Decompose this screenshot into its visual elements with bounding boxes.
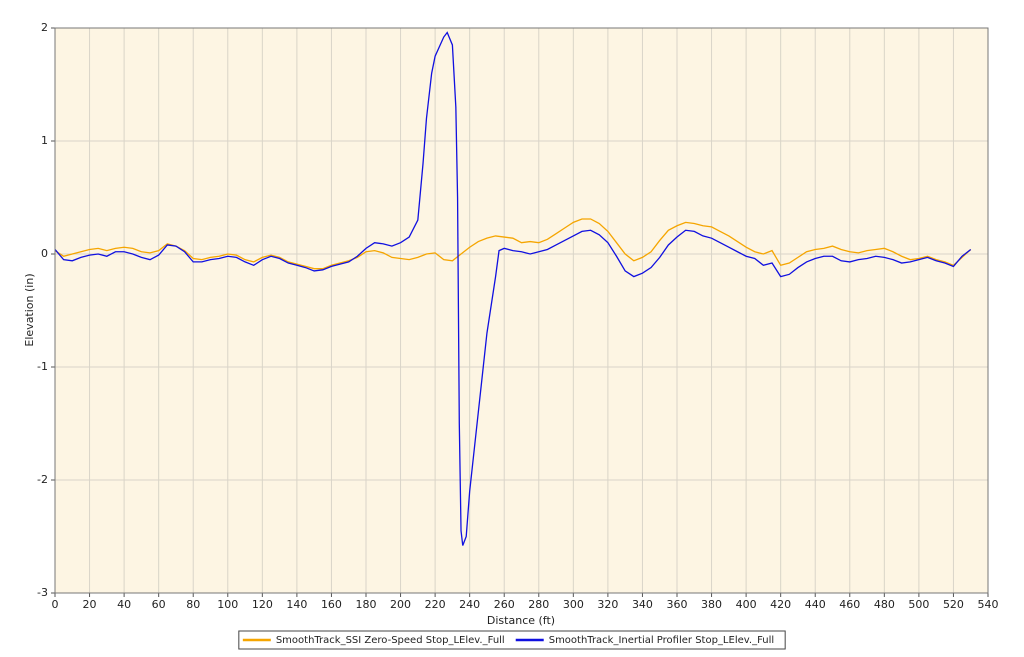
x-tick-label: 160 bbox=[321, 598, 342, 611]
legend-label: SmoothTrack_Inertial Profiler Stop_LElev… bbox=[549, 635, 774, 646]
x-tick-label: 80 bbox=[186, 598, 200, 611]
x-tick-label: 20 bbox=[83, 598, 97, 611]
x-tick-label: 480 bbox=[874, 598, 895, 611]
y-tick-label: -3 bbox=[37, 586, 48, 599]
x-tick-label: 100 bbox=[217, 598, 238, 611]
x-tick-label: 500 bbox=[908, 598, 929, 611]
y-axis-label: Elevation (in) bbox=[23, 273, 36, 346]
y-tick-label: -1 bbox=[37, 360, 48, 373]
x-tick-label: 420 bbox=[770, 598, 791, 611]
x-tick-label: 120 bbox=[252, 598, 273, 611]
x-tick-label: 220 bbox=[425, 598, 446, 611]
legend: SmoothTrack_SSI Zero-Speed Stop_LElev._F… bbox=[238, 630, 786, 650]
x-tick-label: 40 bbox=[117, 598, 131, 611]
x-tick-label: 200 bbox=[390, 598, 411, 611]
x-tick-label: 60 bbox=[152, 598, 166, 611]
x-tick-label: 520 bbox=[943, 598, 964, 611]
x-tick-label: 440 bbox=[805, 598, 826, 611]
x-tick-label: 320 bbox=[597, 598, 618, 611]
series-line bbox=[54, 31, 972, 546]
y-tick-label: 1 bbox=[41, 134, 48, 147]
x-tick-label: 300 bbox=[563, 598, 584, 611]
x-tick-label: 400 bbox=[736, 598, 757, 611]
x-tick-label: 240 bbox=[459, 598, 480, 611]
legend-label: SmoothTrack_SSI Zero-Speed Stop_LElev._F… bbox=[276, 635, 505, 646]
legend-box bbox=[238, 630, 786, 650]
series-line bbox=[54, 218, 972, 270]
x-tick-label: 380 bbox=[701, 598, 722, 611]
y-tick-label: 0 bbox=[41, 247, 48, 260]
x-axis-label: Distance (ft) bbox=[487, 614, 555, 627]
x-tick-label: 460 bbox=[839, 598, 860, 611]
y-tick-label: 2 bbox=[41, 21, 48, 34]
y-tick-label: -2 bbox=[37, 473, 48, 486]
x-tick-label: 280 bbox=[528, 598, 549, 611]
plot-area bbox=[55, 28, 988, 593]
x-tick-label: 340 bbox=[632, 598, 653, 611]
plot-border bbox=[54, 27, 989, 594]
x-tick-label: 540 bbox=[978, 598, 999, 611]
x-tick-label: 260 bbox=[494, 598, 515, 611]
x-tick-label: 0 bbox=[52, 598, 59, 611]
x-tick-label: 360 bbox=[667, 598, 688, 611]
grid bbox=[51, 27, 989, 597]
x-tick-label: 180 bbox=[356, 598, 377, 611]
x-tick-label: 140 bbox=[286, 598, 307, 611]
lines bbox=[54, 31, 972, 546]
